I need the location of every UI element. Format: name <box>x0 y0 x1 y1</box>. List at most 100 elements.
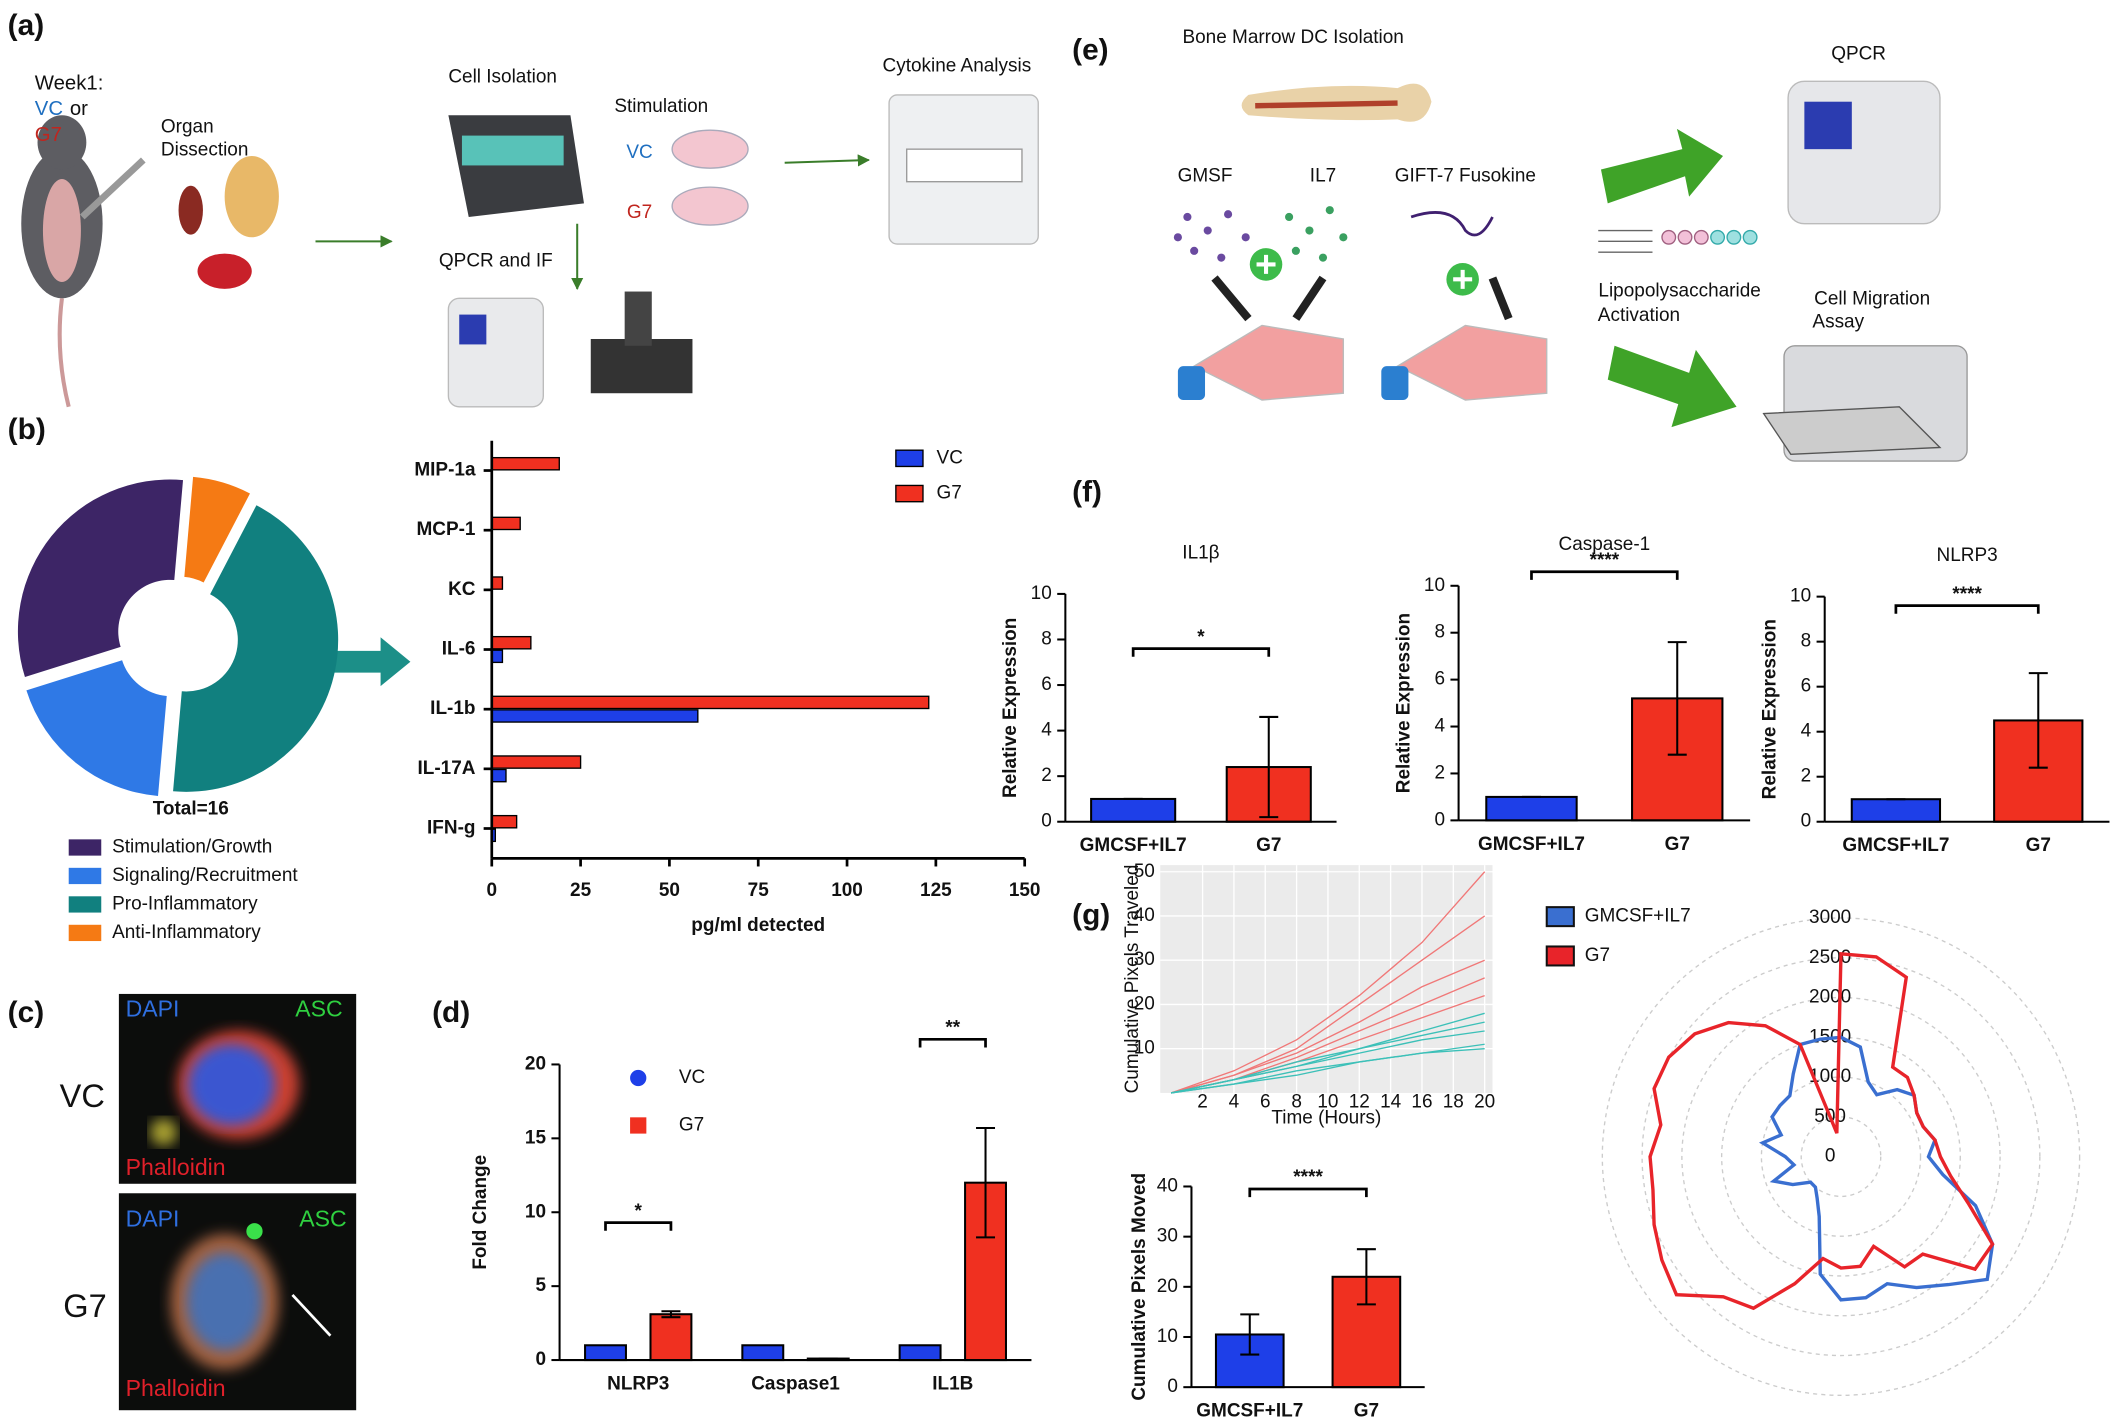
text: QPCR and IF <box>439 251 553 272</box>
y-tick-label: 4 <box>1801 721 1812 742</box>
legend-swatch <box>1545 906 1575 928</box>
text: Cytokine Analysis <box>883 55 1032 76</box>
x-tick-label: 8 <box>1291 1091 1302 1112</box>
text: VC <box>35 98 63 120</box>
donut-slice <box>184 476 250 583</box>
panel-label: (d) <box>432 996 470 1029</box>
legend-swatch <box>68 924 102 942</box>
legend-swatch <box>1545 945 1575 967</box>
legend-label: Signaling/Recruitment <box>112 865 298 886</box>
y-tick-label: 10 <box>525 1201 546 1222</box>
grid-circle <box>1601 917 2081 1396</box>
x-tick-label: 0 <box>486 880 497 901</box>
r-tick-label: 2500 <box>1809 947 1851 968</box>
y-tick-label: 10 <box>1424 575 1445 596</box>
bar <box>491 456 560 471</box>
x-tick-label: 125 <box>920 880 952 901</box>
y-tick-label: 40 <box>1157 1175 1178 1196</box>
y-tick-label: 5 <box>535 1275 546 1296</box>
r-tick-label: 0 <box>1825 1146 1836 1167</box>
text: GIFT-7 Fusokine <box>1395 165 1536 186</box>
y-axis-label: Relative Expression <box>1000 618 1021 798</box>
text: Stimulation <box>614 96 708 117</box>
plot-background <box>1160 865 1493 1093</box>
y-tick-label: 0 <box>1167 1376 1178 1397</box>
significance-label: **** <box>1590 550 1620 571</box>
x-tick-label: GMCSF+IL7 <box>1478 834 1585 855</box>
y-tick-label: 2 <box>1041 765 1052 786</box>
error-bar <box>1240 1313 1260 1356</box>
text: ASC <box>299 1205 346 1231</box>
x-tick-label: G7 <box>2026 835 2051 856</box>
r-tick-label: 1000 <box>1809 1066 1851 1087</box>
text: Lipopolysaccharide <box>1598 281 1760 302</box>
r-tick-label: 2000 <box>1809 987 1851 1008</box>
r-tick-label: 3000 <box>1809 907 1851 928</box>
text: Organ <box>161 116 214 137</box>
y-tick-label: 8 <box>1801 631 1812 652</box>
chart-title: NLRP3 <box>1937 545 1998 566</box>
legend-label: VC <box>937 447 963 468</box>
significance-bracket <box>604 1221 673 1231</box>
legend-marker <box>630 1069 647 1087</box>
x-tick-label: GMCSF+IL7 <box>1080 835 1187 856</box>
bar <box>1485 795 1578 822</box>
bar <box>491 768 507 783</box>
text: Week1: <box>35 72 104 94</box>
y-tick-label: 15 <box>525 1127 547 1148</box>
y-tick-label: 20 <box>1134 993 1155 1014</box>
y-tick-label: 0 <box>1041 811 1052 832</box>
x-tick-label: GMCSF+IL7 <box>1842 835 1949 856</box>
text: DAPI <box>126 1205 180 1231</box>
text: IL7 <box>1310 165 1336 186</box>
text: ASC <box>295 995 342 1021</box>
y-axis-label: Relative Expression <box>1393 613 1414 793</box>
text: DAPI <box>126 995 180 1021</box>
significance-bracket <box>1248 1187 1368 1198</box>
x-tick-label: NLRP3 <box>607 1373 669 1394</box>
significance-bracket <box>918 1037 987 1048</box>
line <box>1171 1012 1485 1094</box>
text: Dissection <box>161 140 249 161</box>
bar <box>491 516 521 531</box>
line <box>1171 871 1486 1094</box>
text: QPCR <box>1831 43 1886 64</box>
legend-label: G7 <box>1585 945 1610 966</box>
bar <box>741 1344 785 1362</box>
y-tick-label: 30 <box>1157 1226 1178 1247</box>
text: Cell Migration <box>1814 289 1930 310</box>
line <box>1171 915 1486 1094</box>
y-axis-label: Fold Change <box>470 1155 491 1270</box>
y-tick-label: 20 <box>1157 1276 1178 1297</box>
y-tick-label: 2 <box>1801 766 1812 787</box>
x-tick-label: IL1B <box>932 1373 973 1394</box>
legend-label: Anti-Inflammatory <box>112 922 261 943</box>
y-tick-label: 8 <box>1434 622 1445 643</box>
text: Bone Marrow DC Isolation <box>1182 27 1403 48</box>
x-tick-label: 2 <box>1197 1091 1208 1112</box>
panel-label: (f) <box>1072 475 1102 508</box>
y-tick-label: 40 <box>1134 905 1155 926</box>
significance-bracket <box>1530 570 1679 580</box>
legend-label: G7 <box>937 483 962 504</box>
micrographs <box>118 993 357 1411</box>
bar <box>584 1344 627 1362</box>
y-tick-label: 6 <box>1801 676 1812 697</box>
y-tick-label: IL-1b <box>430 698 475 719</box>
error-bar <box>1356 1248 1376 1306</box>
panel-label: (a) <box>8 9 44 42</box>
y-axis-label: Cumulative Pixels Moved <box>1129 1173 1150 1401</box>
x-tick-label: 14 <box>1380 1091 1401 1112</box>
y-tick-label: 6 <box>1434 669 1445 690</box>
chart-title: Caspase-1 <box>1558 534 1650 555</box>
text: Cell Isolation <box>448 66 557 87</box>
error-bar <box>2028 672 2048 769</box>
x-tick-label: 12 <box>1349 1091 1370 1112</box>
donut-slice <box>26 660 167 797</box>
x-tick-label: G7 <box>1665 834 1690 855</box>
legend-marker <box>630 1117 647 1134</box>
y-tick-label: 10 <box>1134 1038 1155 1059</box>
y-tick-label: 20 <box>525 1053 546 1074</box>
text: G7 <box>35 124 62 146</box>
y-tick-label: 0 <box>1801 811 1812 832</box>
